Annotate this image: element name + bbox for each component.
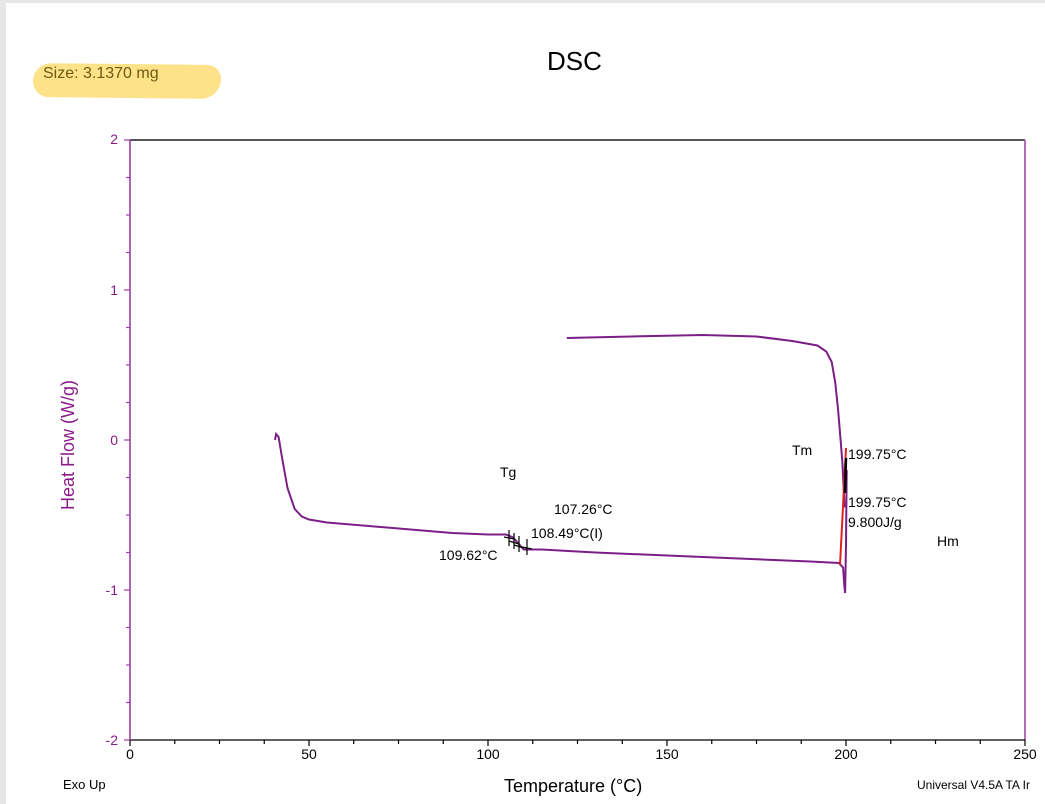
sample-size-label: Size: 3.1370 mg [43,65,159,82]
x-tick-label: 200 [834,746,858,762]
tg-onset-label: 107.26°C [554,501,613,517]
tm-peak-label: 199.75°C [848,446,907,462]
tg-markers [503,530,533,555]
x-axis-ticks [129,740,1026,746]
tm-label: Tm [792,442,813,458]
x-tick-label: 0 [126,746,134,762]
tg-inflection-label: 108.49°C(I) [531,525,603,541]
x-axis-label: Temperature (°C) [504,776,643,796]
report-page [6,3,1045,804]
y-tick-label: -2 [105,732,118,748]
tg-end-label: 109.62°C [439,547,498,563]
y-tick-label: 0 [110,432,118,448]
exo-direction-label: Exo Up [63,777,106,792]
x-tick-label: 150 [655,746,679,762]
hm-enthalpy-label: 9.800J/g [848,514,902,530]
y-axis-label: Heat Flow (W/g) [58,379,78,510]
y-tick-label: -1 [105,582,118,598]
chart-title: DSC [547,46,602,76]
x-tick-label: 100 [476,746,500,762]
y-tick-label: 1 [110,282,118,298]
tg-label: Tg [500,464,517,480]
x-tick-label: 50 [301,746,317,762]
return-curve [566,333,846,508]
hm-onset-label: 199.75°C [848,494,907,510]
hm-label: Hm [937,533,959,549]
y-axis-ticks [124,139,130,741]
melting-peak-marker [843,457,848,494]
y-tick-label: 2 [110,131,118,147]
x-tick-label: 250 [1013,746,1037,762]
software-version-label: Universal V4.5A TA Ir [917,778,1030,792]
